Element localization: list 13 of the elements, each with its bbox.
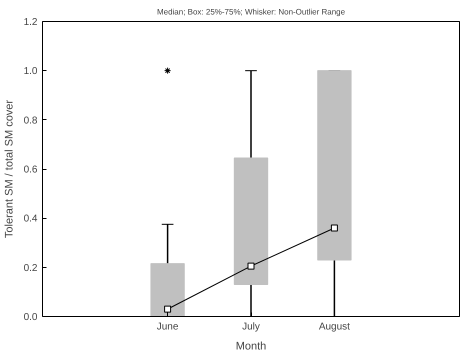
y-tick-label: 0.6 [24,164,38,176]
x-tick-label: August [318,322,350,332]
y-axis-title: Tolerant SM / total SM cover [4,100,16,238]
x-tick-label: July [242,322,260,332]
y-tick-label: 0.8 [24,115,38,126]
y-tick-label: 0.4 [24,214,38,225]
y-tick-label: 1.0 [24,66,38,78]
x-axis-title: Month [236,340,266,352]
y-tick-label: 0.2 [24,262,38,274]
x-tick-label: June [156,322,179,332]
chart-title: Median; Box: 25%-75%; Whisker: Non-Outlier Range [156,8,346,16]
y-tick-label: 1.2 [24,17,38,28]
y-tick-label: 0.0 [24,312,38,323]
